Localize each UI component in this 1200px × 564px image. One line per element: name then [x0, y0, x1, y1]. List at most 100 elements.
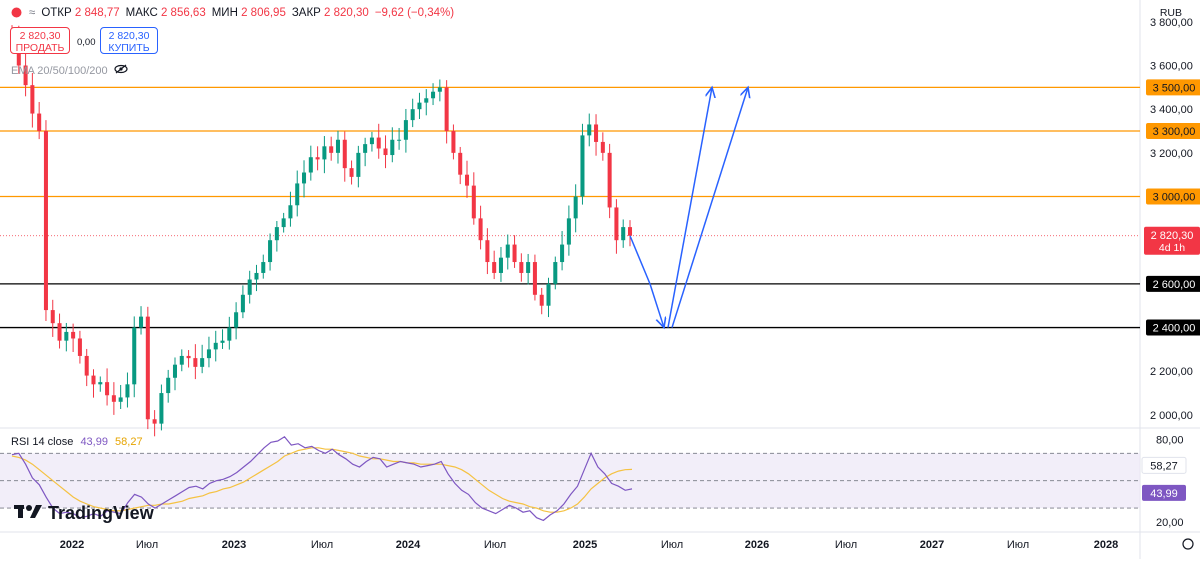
candle [152, 419, 157, 424]
candle [281, 218, 286, 228]
level-tag-3000 [1146, 188, 1200, 205]
candle [600, 141, 605, 153]
candle [186, 355, 191, 359]
last-price-tag [1144, 226, 1200, 255]
sell-button[interactable]: 2 820,30 ПРОДАТЬ [10, 27, 70, 54]
candle [492, 262, 497, 273]
price-tick-label: 3 800,00 [1150, 17, 1193, 29]
time-tick-label: 2027 [920, 539, 944, 551]
candle [179, 355, 184, 365]
forecast-arrow [649, 283, 664, 328]
rsi-value: 43,99 [80, 436, 108, 448]
candle [322, 146, 327, 160]
candle [424, 98, 429, 103]
candle [30, 85, 35, 114]
candle [587, 124, 592, 136]
wave-icon[interactable]: ≈ [29, 6, 36, 19]
last-price-label: 2 820,30 [1151, 230, 1194, 242]
candle [84, 355, 89, 376]
time-tick-label: Июл [661, 539, 683, 551]
candle [23, 65, 28, 86]
time-tick-label: 2023 [222, 539, 246, 551]
candle [505, 244, 510, 258]
low-value: 2 806,95 [241, 6, 286, 19]
candle [498, 257, 503, 273]
candle [220, 340, 225, 343]
candle [213, 342, 218, 350]
time-tick-label: Июл [835, 539, 857, 551]
close-label: ЗАКР [291, 6, 321, 19]
rsi-label: RSI 14 close [11, 436, 74, 448]
rsi-value-tag [1141, 456, 1187, 474]
candle [437, 87, 442, 92]
spread-value: 0,00 [77, 37, 96, 48]
ema-indicator-legend[interactable]: EMA 20/50/100/200 [11, 64, 128, 77]
candle [98, 382, 103, 385]
level-label-3000: 3 000,00 [1153, 192, 1196, 204]
candle [458, 152, 463, 175]
eye-hidden-icon[interactable] [114, 64, 128, 77]
level-label-3500: 3 500,00 [1153, 82, 1196, 94]
candle [363, 144, 368, 153]
candle [621, 227, 626, 241]
buy-button[interactable]: 2 820,30 КУПИТЬ [100, 27, 158, 54]
tradingview-logo-icon [14, 503, 42, 524]
time-tick-label: 2028 [1094, 539, 1118, 551]
candle [471, 185, 476, 219]
level-label-2400: 2 400,00 [1153, 323, 1196, 335]
rsi-value-tag [1142, 484, 1186, 501]
buy-label: КУПИТЬ [108, 42, 150, 54]
candle [71, 331, 76, 339]
candle [390, 139, 395, 156]
forecast-arrow [667, 87, 712, 328]
candle [302, 172, 307, 184]
candle [519, 262, 524, 273]
level-tag-2400 [1146, 319, 1200, 336]
candle [444, 87, 449, 132]
candle [125, 384, 130, 398]
candle [37, 113, 42, 132]
tradingview-logo[interactable]: TradingView [14, 503, 154, 524]
candle [159, 393, 164, 424]
time-tick-label: Июл [1007, 539, 1029, 551]
candle [57, 323, 62, 341]
level-tag-3500 [1146, 79, 1200, 96]
currency-label[interactable]: RUB [1159, 7, 1182, 19]
candle [132, 327, 137, 385]
candle [105, 382, 110, 396]
candle [240, 294, 245, 313]
candle [261, 262, 266, 273]
price-tick-label: 2 200,00 [1150, 366, 1193, 378]
time-tick-label: 2024 [396, 539, 421, 551]
candle [431, 91, 436, 99]
high-label: МАКС [125, 6, 158, 19]
time-tick-label: 2026 [745, 539, 769, 551]
rsi-legend[interactable]: RSI 14 close 43,99 58,27 [11, 436, 143, 448]
candle [512, 244, 517, 263]
candle [464, 174, 470, 186]
candle [417, 102, 422, 110]
candle [329, 146, 334, 153]
candle [193, 358, 198, 367]
candle [397, 139, 402, 141]
candle [77, 338, 82, 356]
candle [403, 120, 408, 140]
candle [566, 218, 571, 245]
candle [139, 316, 144, 328]
time-tick-label: 2025 [573, 539, 597, 551]
candle [234, 312, 239, 328]
candle [274, 227, 279, 241]
candle [410, 109, 415, 121]
price-tick-label: 3 400,00 [1150, 104, 1193, 116]
open-value: 2 848,77 [74, 6, 120, 19]
level-tag-3300 [1146, 123, 1200, 140]
collapse-icon[interactable] [10, 6, 23, 19]
buy-price: 2 820,30 [108, 30, 150, 42]
candle [376, 137, 381, 149]
time-tick-label: Июл [136, 539, 158, 551]
rsi-value-tag-label: 43,99 [1150, 488, 1178, 500]
candle [532, 262, 537, 295]
candle [614, 207, 619, 241]
